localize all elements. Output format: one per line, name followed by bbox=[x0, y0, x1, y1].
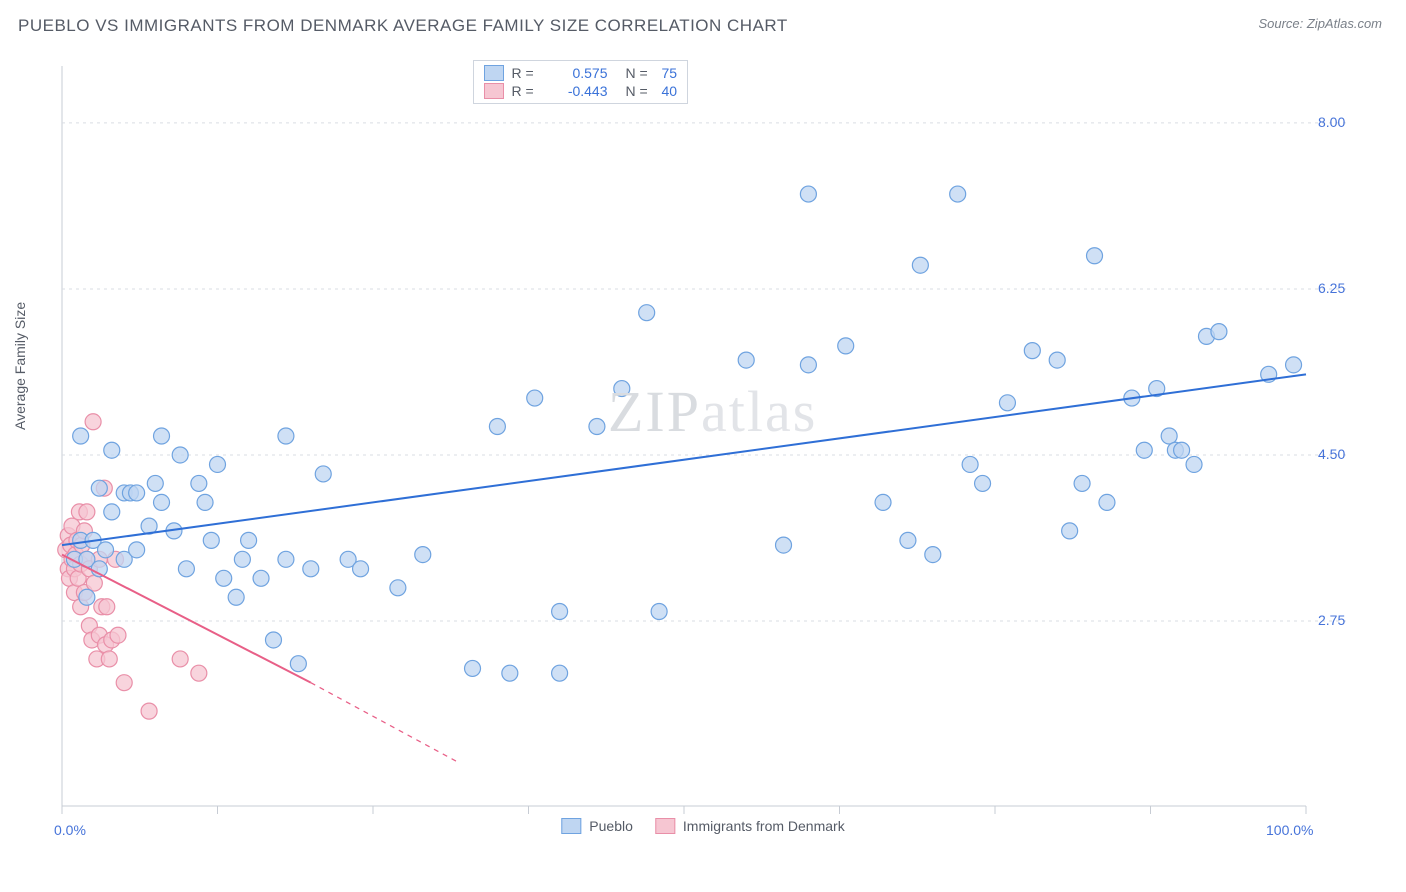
n-value: 40 bbox=[662, 83, 678, 99]
legend-swatch bbox=[655, 818, 675, 834]
series-legend: Pueblo Immigrants from Denmark bbox=[561, 818, 844, 834]
legend-label: Immigrants from Denmark bbox=[683, 818, 845, 834]
plot-area: ZIPatlas 2.754.506.258.00 0.0% 100.0% R … bbox=[48, 58, 1358, 848]
legend-swatch bbox=[561, 818, 581, 834]
x-max-label: 100.0% bbox=[1266, 822, 1313, 838]
r-value: -0.443 bbox=[548, 83, 608, 99]
legend-item: Pueblo bbox=[561, 818, 633, 834]
legend-row: R = -0.443 N = 40 bbox=[484, 83, 678, 99]
r-value: 0.575 bbox=[548, 65, 608, 81]
legend-swatch bbox=[484, 83, 504, 99]
r-label: R = bbox=[512, 65, 540, 81]
y-axis-label: Average Family Size bbox=[12, 302, 28, 430]
correlation-legend: R = 0.575 N = 75 R = -0.443 N = 40 bbox=[473, 60, 689, 104]
y-tick-label: 4.50 bbox=[1318, 446, 1345, 462]
y-tick-label: 8.00 bbox=[1318, 114, 1345, 130]
scatter-chart bbox=[48, 58, 1358, 848]
legend-swatch bbox=[484, 65, 504, 81]
source-label: Source: ZipAtlas.com bbox=[1258, 16, 1382, 31]
r-label: R = bbox=[512, 83, 540, 99]
n-label: N = bbox=[626, 65, 654, 81]
legend-label: Pueblo bbox=[589, 818, 633, 834]
y-tick-label: 6.25 bbox=[1318, 280, 1345, 296]
legend-item: Immigrants from Denmark bbox=[655, 818, 845, 834]
y-tick-label: 2.75 bbox=[1318, 612, 1345, 628]
n-value: 75 bbox=[662, 65, 678, 81]
chart-title: PUEBLO VS IMMIGRANTS FROM DENMARK AVERAG… bbox=[18, 16, 788, 36]
legend-row: R = 0.575 N = 75 bbox=[484, 65, 678, 81]
n-label: N = bbox=[626, 83, 654, 99]
x-min-label: 0.0% bbox=[54, 822, 86, 838]
